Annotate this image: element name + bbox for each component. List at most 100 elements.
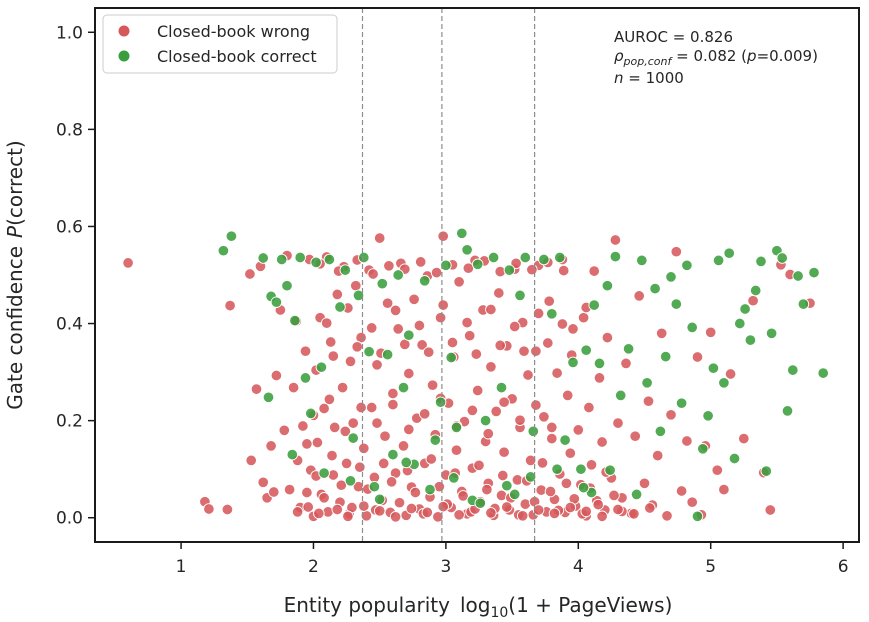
point-wrong — [331, 503, 344, 516]
point-correct — [601, 279, 614, 292]
point-wrong — [392, 323, 404, 335]
point-wrong — [326, 449, 338, 462]
point-correct — [418, 275, 431, 287]
point-wrong — [644, 502, 656, 514]
annotation-n: n = 1000 — [614, 69, 684, 87]
point-correct — [686, 321, 698, 334]
point-correct — [450, 421, 463, 434]
point-wrong — [557, 264, 570, 277]
point-wrong — [344, 355, 357, 368]
point-correct — [734, 317, 746, 330]
point-correct — [728, 452, 741, 465]
point-correct — [636, 254, 648, 267]
point-wrong — [203, 503, 215, 515]
point-wrong — [268, 486, 280, 498]
point-correct — [538, 253, 550, 266]
point-wrong — [620, 357, 632, 370]
point-wrong — [518, 345, 530, 357]
point-wrong — [403, 367, 415, 380]
y-axis-label-main: Gate confidence — [3, 246, 27, 410]
point-wrong — [564, 501, 577, 514]
x-axis-ticks: 1 2 3 4 5 6 — [176, 542, 849, 577]
point-wrong — [482, 427, 495, 440]
point-correct — [286, 448, 299, 461]
point-wrong — [409, 486, 422, 499]
point-correct — [649, 282, 661, 295]
point-correct — [424, 483, 436, 496]
point-wrong — [244, 268, 256, 280]
point-wrong — [437, 299, 449, 311]
point-correct — [665, 271, 677, 283]
point-wrong — [738, 432, 750, 445]
point-wrong — [287, 381, 300, 394]
point-wrong — [425, 453, 438, 465]
point-wrong — [510, 257, 522, 270]
point-wrong — [313, 507, 325, 520]
point-wrong — [490, 405, 502, 418]
point-correct — [262, 391, 275, 404]
point-correct — [400, 456, 412, 469]
point-wrong — [381, 297, 394, 309]
point-wrong — [291, 506, 304, 518]
point-wrong — [691, 351, 704, 363]
point-wrong — [612, 417, 624, 429]
point-wrong — [122, 257, 134, 269]
point-wrong — [426, 379, 439, 391]
point-wrong — [403, 423, 415, 436]
point-correct — [445, 351, 457, 364]
point-wrong — [365, 401, 378, 414]
point-wrong — [418, 408, 431, 420]
point-correct — [471, 258, 484, 271]
point-wrong — [301, 486, 313, 499]
point-correct — [765, 327, 778, 340]
point-correct — [519, 251, 532, 264]
point-wrong — [473, 459, 485, 472]
x-tick-label: 3 — [440, 557, 451, 577]
point-correct — [654, 425, 667, 438]
point-wrong — [532, 307, 545, 320]
point-wrong — [588, 265, 600, 277]
point-wrong — [585, 459, 598, 471]
point-wrong — [301, 438, 313, 450]
point-wrong — [416, 339, 428, 351]
point-wrong — [548, 507, 561, 520]
point-wrong — [718, 483, 730, 496]
point-correct — [609, 250, 622, 263]
annotation-rho: ρpop,conf = 0.082 (p=0.009) — [614, 47, 818, 68]
point-correct — [281, 279, 293, 292]
point-correct — [387, 448, 399, 461]
point-correct — [299, 372, 312, 384]
point-wrong — [638, 477, 651, 490]
point-correct — [474, 497, 487, 509]
y-tick-label: 0.2 — [56, 412, 83, 432]
point-wrong — [704, 326, 717, 339]
x-axis-label-expression: (1 + PageViews) — [508, 593, 672, 617]
point-wrong — [609, 234, 622, 246]
point-wrong — [413, 319, 426, 332]
x-tick-label: 5 — [705, 557, 716, 577]
point-correct — [501, 479, 513, 492]
point-wrong — [342, 510, 354, 523]
point-wrong — [544, 485, 557, 498]
point-wrong — [265, 440, 277, 452]
point-wrong — [508, 320, 521, 333]
point-wrong — [297, 420, 309, 432]
point-wrong — [457, 490, 469, 502]
point-wrong — [612, 503, 624, 516]
point-correct — [344, 475, 357, 487]
point-wrong — [270, 369, 283, 382]
point-correct — [347, 432, 359, 444]
point-correct — [429, 434, 442, 446]
x-tick-label: 4 — [573, 557, 584, 577]
point-wrong — [526, 263, 538, 276]
point-wrong — [524, 454, 537, 467]
point-correct — [604, 464, 616, 476]
point-wrong — [302, 501, 314, 513]
point-correct — [622, 343, 635, 355]
point-correct — [760, 465, 773, 477]
point-wrong — [466, 404, 479, 417]
point-wrong — [542, 337, 554, 349]
point-wrong — [331, 288, 344, 301]
